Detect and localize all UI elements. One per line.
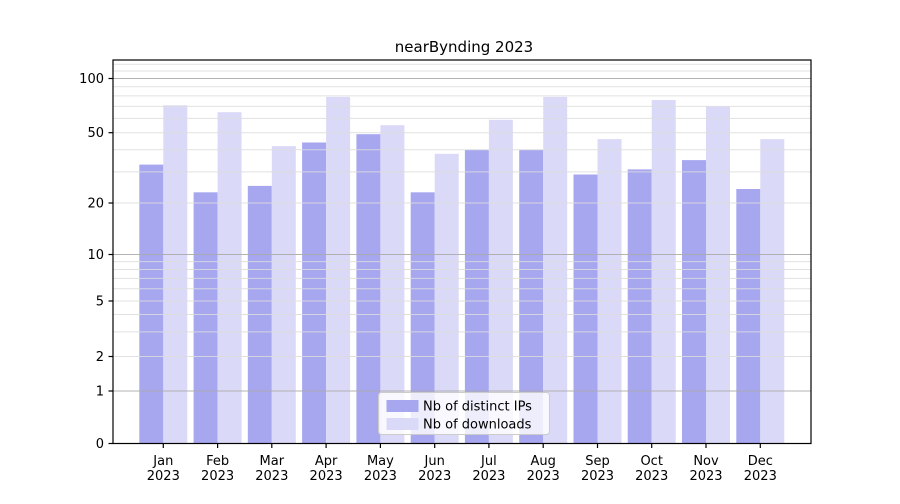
y-tick-label: 100 (79, 72, 104, 87)
x-tick-label-year: 2023 (364, 469, 397, 484)
x-tick-label-month: May (367, 454, 394, 469)
x-tick-label-month: Aug (531, 454, 556, 469)
x-tick-label-year: 2023 (201, 469, 234, 484)
y-tick-label: 20 (87, 197, 104, 212)
x-tick-label-year: 2023 (310, 469, 343, 484)
bar-downloads (380, 125, 405, 444)
y-tick-label: 2 (96, 350, 104, 365)
bar-distinct-ips (573, 174, 598, 444)
x-tick-label-month: Dec (748, 454, 773, 469)
bar-downloads (271, 146, 296, 444)
bar-downloads (706, 106, 730, 444)
bars-group (139, 96, 785, 444)
x-tick-label-year: 2023 (418, 469, 451, 484)
bar-downloads (651, 100, 676, 444)
bar-distinct-ips (736, 189, 761, 444)
gridlines-group (113, 63, 811, 392)
bar-downloads (488, 119, 513, 444)
bar-distinct-ips (682, 160, 706, 444)
x-tick-label-month: Oct (640, 454, 662, 469)
bar-distinct-ips (627, 169, 652, 444)
x-tick-label-month: Jan (152, 454, 173, 469)
bar-distinct-ips (193, 192, 218, 444)
plot-frame (112, 59, 812, 445)
y-tick-label: 1 (96, 385, 104, 400)
chart-title: nearBynding 2023 (395, 38, 533, 56)
x-tick-label-year: 2023 (689, 469, 722, 484)
x-tick-label-month: Jun (424, 454, 445, 469)
x-tick-label-month: Sep (585, 454, 610, 469)
bar-distinct-ips (302, 142, 327, 444)
x-tick-label-month: Jul (480, 454, 497, 469)
bar-downloads (543, 96, 568, 444)
x-tick-label-month: Apr (315, 454, 338, 469)
x-tick-label-month: Mar (260, 454, 285, 469)
legend-swatch-downloads (386, 418, 419, 430)
legend-swatch-distinct-ips (386, 400, 419, 412)
x-tick-label-year: 2023 (744, 469, 777, 484)
x-tick-label-year: 2023 (255, 469, 288, 484)
legend-box (378, 392, 550, 435)
y-tick-label: 5 (96, 295, 104, 310)
bar-downloads (217, 112, 242, 444)
x-tick-label-month: Feb (206, 454, 229, 469)
x-tick-label-year: 2023 (472, 469, 505, 484)
legend: Nb of distinct IPs Nb of downloads (378, 392, 550, 435)
bar-downloads (163, 105, 188, 444)
legend-label: Nb of downloads (423, 418, 532, 433)
bar-downloads (326, 96, 351, 444)
x-tick-label-year: 2023 (527, 469, 560, 484)
axes-group: 0125102050100Jan2023Feb2023Mar2023Apr202… (79, 59, 812, 484)
y-tick-label: 50 (87, 126, 104, 141)
bar-downloads (597, 139, 622, 444)
bar-downloads (760, 139, 785, 444)
x-tick-label-year: 2023 (581, 469, 614, 484)
x-tick-label-year: 2023 (147, 469, 180, 484)
legend-label: Nb of distinct IPs (423, 400, 532, 415)
plot-area: 0125102050100Jan2023Feb2023Mar2023Apr202… (79, 59, 812, 484)
y-tick-label: 10 (87, 248, 104, 263)
y-tick-label: 0 (96, 437, 104, 452)
bar-distinct-ips (139, 164, 164, 444)
x-tick-label-month: Nov (693, 454, 719, 469)
x-tick-label-year: 2023 (635, 469, 668, 484)
